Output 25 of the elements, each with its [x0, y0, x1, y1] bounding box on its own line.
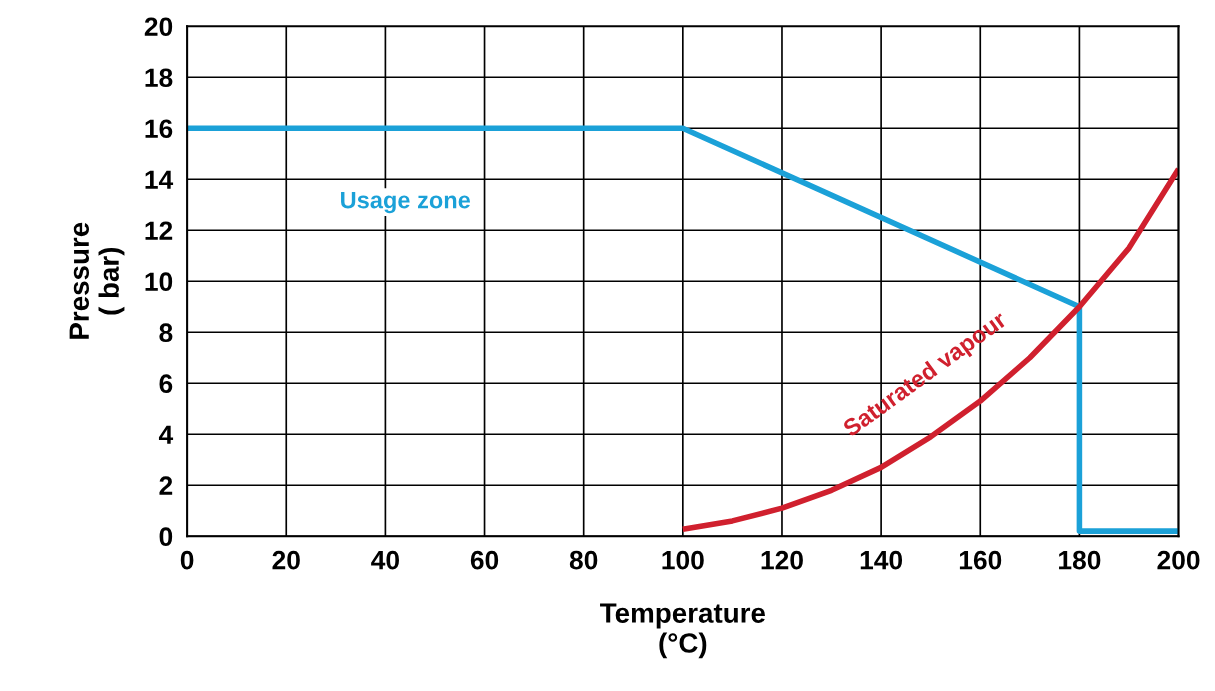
- y-tick-label: 6: [159, 374, 173, 394]
- y-tick-label: 8: [159, 323, 173, 343]
- x-tick-label: 0: [180, 550, 194, 570]
- y-tick-label: 2: [159, 476, 173, 495]
- y-tick-label: 16: [145, 119, 173, 139]
- x-tick-label: 40: [371, 550, 399, 570]
- x-axis-title: Temperature (°C): [600, 603, 765, 659]
- y-tick-label: 14: [145, 170, 174, 189]
- y-tick-label: 0: [159, 527, 173, 547]
- x-tick-label: 120: [761, 550, 803, 570]
- y-tick-label: 10: [145, 272, 173, 292]
- y-tick-label: 20: [144, 17, 173, 37]
- x-tick-label: 180: [1059, 550, 1101, 570]
- x-tick-label: 100: [662, 550, 704, 570]
- x-tick-label: 160: [959, 550, 1002, 570]
- y-axis-title: Pressure ( bar): [69, 222, 125, 339]
- x-tick-label: 80: [569, 550, 598, 570]
- x-tick-label: 20: [272, 550, 300, 570]
- y-tick-label: 4: [158, 425, 174, 444]
- y-tick-label: 18: [145, 68, 173, 88]
- x-tick-label: 200: [1157, 550, 1200, 570]
- text: Usage zone: [341, 191, 471, 214]
- x-tick-label: 60: [470, 550, 499, 570]
- y-tick-label: 12: [145, 221, 173, 240]
- x-tick-label: 140: [860, 550, 903, 570]
